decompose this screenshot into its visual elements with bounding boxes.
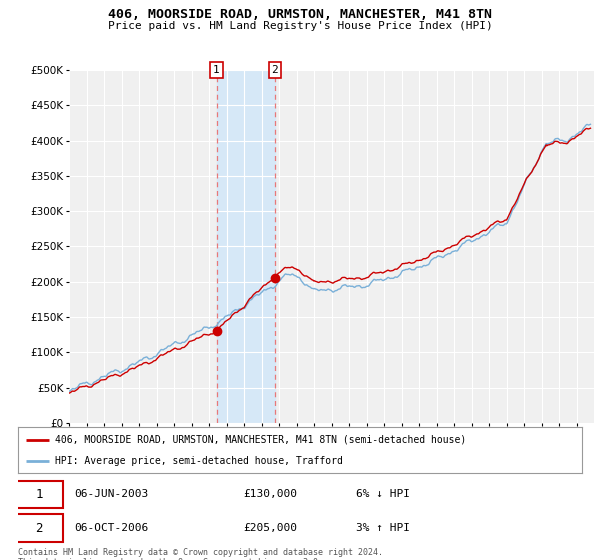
FancyBboxPatch shape [15,514,63,542]
Text: Price paid vs. HM Land Registry's House Price Index (HPI): Price paid vs. HM Land Registry's House … [107,21,493,31]
Bar [217,70,275,423]
Text: 06-OCT-2006: 06-OCT-2006 [74,523,149,533]
Text: 1: 1 [35,488,43,501]
Text: 06-JUN-2003: 06-JUN-2003 [74,489,149,500]
Text: 406, MOORSIDE ROAD, URMSTON, MANCHESTER, M41 8TN (semi-detached house): 406, MOORSIDE ROAD, URMSTON, MANCHESTER,… [55,435,466,445]
Text: 2: 2 [271,65,278,75]
Text: HPI: Average price, semi-detached house, Trafford: HPI: Average price, semi-detached house,… [55,456,343,466]
Text: 3% ↑ HPI: 3% ↑ HPI [356,523,410,533]
Text: £205,000: £205,000 [244,523,298,533]
Text: 406, MOORSIDE ROAD, URMSTON, MANCHESTER, M41 8TN: 406, MOORSIDE ROAD, URMSTON, MANCHESTER,… [108,8,492,21]
FancyBboxPatch shape [15,480,63,508]
Text: 1: 1 [213,65,220,75]
Text: 2: 2 [35,521,43,535]
Text: 6% ↓ HPI: 6% ↓ HPI [356,489,410,500]
Text: £130,000: £130,000 [244,489,298,500]
Text: Contains HM Land Registry data © Crown copyright and database right 2024.
This d: Contains HM Land Registry data © Crown c… [18,548,383,560]
